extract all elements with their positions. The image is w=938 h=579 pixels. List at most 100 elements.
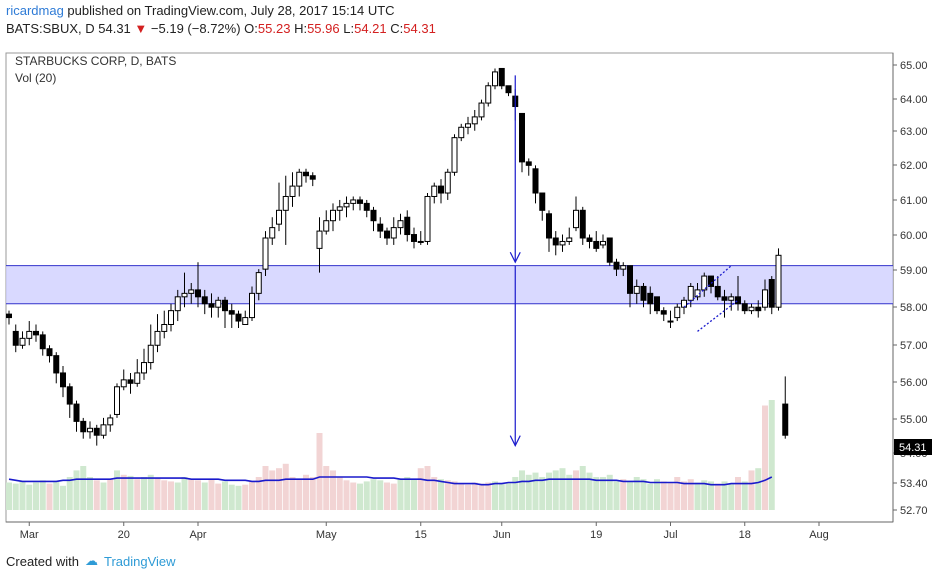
volume-bar (627, 481, 633, 510)
volume-bar (215, 483, 222, 510)
candle-body (363, 202, 370, 211)
candle-body (606, 237, 613, 263)
price-chart[interactable]: 65.00 64.00 63.00 62.00 61.00 60.00 59.00 58.00… (0, 43, 938, 553)
candle-body (397, 220, 404, 229)
volume-bar (188, 479, 195, 510)
volume-bar (721, 481, 728, 510)
candle-body (282, 195, 289, 211)
volume-bar (195, 480, 201, 510)
candle-body (552, 237, 559, 246)
chart-panel[interactable]: 65.00 64.00 63.00 62.00 61.00 60.00 59.00 58.00… (0, 43, 938, 553)
symbol-label: BATS:SBUX, D (6, 21, 95, 36)
volume-bar (566, 474, 573, 510)
volume-bar (735, 477, 741, 510)
candle-body (755, 306, 762, 312)
x-tick-label: Jun (493, 529, 511, 541)
volume-bar (208, 479, 215, 510)
x-tick-label: 18 (739, 529, 751, 541)
volume-bar (505, 482, 512, 510)
volume-bar (667, 482, 674, 510)
candle-body (701, 275, 708, 291)
volume-bar (438, 479, 444, 510)
x-tick-label: 20 (118, 529, 130, 541)
candle-body (708, 275, 714, 287)
volume-bar (768, 400, 775, 510)
volume-bar (269, 470, 276, 510)
author-link[interactable]: ricardmag (6, 3, 64, 18)
volume-bar (404, 477, 411, 510)
volume-bar (674, 477, 681, 510)
y-tick-label: 56.00 (900, 377, 928, 389)
candle-body (390, 227, 397, 239)
candle-body (316, 230, 323, 249)
candle-body (134, 372, 141, 384)
candle-body (478, 102, 485, 118)
volume-bar (336, 477, 343, 510)
y-tick-label: 55.00 (900, 414, 928, 426)
volume-bar (451, 481, 458, 510)
volume-bar (687, 479, 694, 510)
candle-body (269, 227, 276, 239)
volume-bar (640, 479, 647, 510)
candle-body (303, 171, 309, 177)
volume-legend: Vol (20) (15, 71, 57, 85)
candle-body (579, 209, 586, 239)
volume-bar (46, 483, 53, 510)
y-tick-label: 62.00 (900, 160, 928, 172)
candle-body (640, 285, 647, 301)
candle-body (532, 168, 539, 194)
price-change: −5.19 (−8.72%) (150, 21, 241, 36)
volume-bar (114, 470, 120, 510)
volume-bar (586, 472, 593, 510)
volume-bar (681, 481, 687, 510)
volume-bar (384, 482, 390, 510)
candle-body (262, 237, 269, 270)
volume-bar (141, 477, 147, 510)
candle-body (222, 299, 228, 312)
candle-body (87, 427, 93, 433)
volume-bar (154, 478, 161, 510)
candle-body (66, 386, 73, 405)
candle-body (465, 123, 471, 128)
tradingview-link[interactable]: TradingView (103, 553, 176, 569)
candle-body (255, 272, 262, 294)
volume-bar (370, 479, 377, 510)
candle-body (208, 303, 215, 308)
candle-body (46, 348, 53, 357)
candle-body (12, 330, 19, 346)
volume-bar (714, 483, 721, 510)
volume-bar (411, 479, 417, 510)
y-tick-label: 58.00 (900, 302, 928, 314)
candle-body (559, 240, 566, 246)
volume-bar (546, 472, 552, 510)
candle-body (309, 175, 316, 180)
quote-line: BATS:SBUX, D 54.31 ▼ −5.19 (−8.72%) O:55… (6, 21, 436, 36)
volume-bar (228, 484, 235, 510)
volume-bar (613, 481, 620, 510)
candle-body (370, 209, 377, 222)
candle-body (330, 209, 336, 222)
price-band (6, 265, 893, 304)
x-tick-label: May (316, 529, 337, 541)
volume-bar (606, 474, 613, 510)
volume-bar (147, 474, 154, 510)
volume-bar (417, 468, 424, 510)
arrow-lower-head (509, 435, 521, 447)
volume-bar (174, 482, 181, 510)
volume-bar (660, 481, 667, 510)
volume-bar (26, 484, 33, 510)
open-label: O: (244, 21, 258, 36)
footer: Created with ☁ TradingView (6, 553, 176, 569)
candle-body (674, 306, 681, 319)
volume-bar (242, 484, 249, 510)
candle-body (411, 234, 417, 242)
volume-bar (431, 477, 438, 510)
volume-bar (458, 483, 465, 510)
down-arrow-icon: ▼ (134, 21, 148, 36)
candle-body (242, 317, 249, 325)
candle-body (620, 265, 627, 270)
volume-bar (471, 482, 478, 510)
candle-body (289, 185, 296, 197)
volume-bar (633, 477, 640, 510)
close-label: C: (390, 21, 404, 36)
